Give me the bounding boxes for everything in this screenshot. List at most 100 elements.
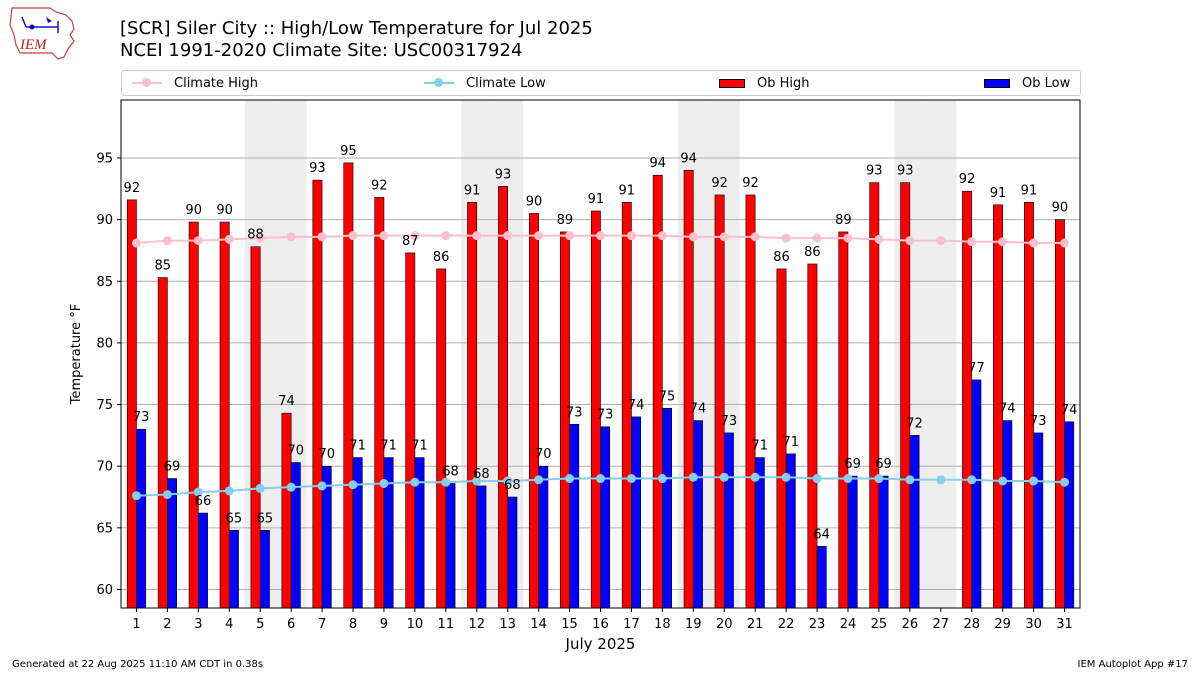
ob-low-bar-3	[198, 512, 208, 609]
ob-low-bar-18	[662, 407, 672, 609]
x-tick-label-14: 14	[530, 617, 547, 632]
ob-low-label-14: 70	[535, 447, 552, 462]
ob-low-bar-28	[971, 379, 982, 609]
legend-ob-high-label: Ob High	[757, 75, 810, 91]
climate-low-point-5	[255, 483, 265, 493]
ob-high-label-6: 74	[278, 394, 295, 409]
climate-low-point-19	[688, 472, 698, 482]
ob-low-bar-16	[600, 426, 611, 609]
legend: Climate High Climate Low Ob High Ob Low	[121, 70, 1081, 96]
x-tick-label-8: 8	[349, 617, 357, 632]
ob-low-label-15: 73	[566, 405, 583, 420]
climate-low-point-7	[317, 481, 327, 491]
climate-high-point-26	[905, 236, 915, 246]
y-axis-label: Temperature °F	[69, 304, 84, 405]
y-tick-label-85: 85	[96, 275, 113, 290]
x-tick-label-26: 26	[902, 617, 919, 632]
ob-low-bar-23	[816, 546, 827, 609]
climate-low-point-29	[998, 476, 1008, 486]
ob-high-label-19: 94	[680, 151, 697, 166]
ob-low-bar-30	[1033, 432, 1044, 609]
ob-high-label-26: 93	[897, 164, 914, 179]
x-tick-label-30: 30	[1025, 617, 1042, 632]
climate-lines	[131, 231, 1070, 501]
climate-low-point-14	[534, 475, 544, 485]
ob-low-bar-25	[878, 475, 889, 609]
climate-low-point-22	[781, 472, 791, 482]
climate-high-point-15	[565, 231, 575, 241]
climate-low-point-15	[565, 474, 575, 484]
ob-high-bar-3	[188, 221, 199, 609]
climate-high-point-29	[998, 237, 1008, 247]
ob-high-bar-25	[869, 182, 880, 609]
climate-low-point-16	[596, 474, 605, 484]
ob-high-label-10: 87	[402, 234, 419, 249]
climate-high-point-27	[936, 236, 946, 246]
ob-high-label-16: 91	[588, 192, 605, 207]
ob-low-bar-26	[909, 435, 920, 609]
climate-high-point-28	[967, 237, 977, 247]
ob-high-label-7: 93	[309, 161, 326, 176]
climate-high-point-9	[379, 231, 389, 241]
x-tick-label-28: 28	[963, 617, 980, 632]
ob-low-label-11: 68	[442, 464, 459, 479]
ob-low-label-9: 71	[380, 439, 397, 454]
ob-high-bar-12	[467, 202, 478, 609]
ob-high-bar-7	[312, 179, 323, 609]
ob-high-label-9: 92	[371, 178, 388, 193]
iem-logo-text: IEM	[19, 37, 48, 53]
ob-low-bar-13	[507, 496, 518, 609]
chart-title: [SCR] Siler City :: High/Low Temperature…	[120, 18, 593, 39]
ob-high-label-1: 92	[124, 181, 141, 196]
ob-high-bar-30	[1024, 202, 1034, 609]
y-tick-label-60: 60	[96, 583, 113, 598]
ob-high-label-25: 93	[866, 164, 883, 179]
legend-climate-high: Climate High	[132, 71, 258, 95]
ob-low-bar-24	[847, 475, 858, 609]
ob-high-bar-11	[436, 268, 447, 609]
x-tick-label-15: 15	[561, 617, 578, 632]
weekend-shading	[244, 100, 957, 608]
legend-climate-low-label: Climate Low	[466, 75, 546, 91]
legend-climate-high-swatch	[132, 78, 162, 87]
x-tick-label-23: 23	[809, 617, 826, 632]
climate-low-point-1	[131, 491, 141, 501]
ob-high-bar-28	[962, 190, 973, 609]
climate-high-point-24	[843, 233, 853, 243]
climate-low-point-24	[843, 474, 853, 484]
ob-low-label-28: 77	[968, 361, 985, 376]
climate-low-point-2	[162, 490, 172, 500]
ob-low-label-21: 71	[752, 439, 769, 454]
ob-high-bar-2	[157, 277, 168, 609]
x-axis-label: July 2025	[565, 635, 636, 653]
ob-low-label-26: 72	[906, 416, 923, 431]
ob-low-bar-1	[136, 428, 147, 609]
climate-low-point-13	[503, 476, 513, 486]
x-tick-label-29: 29	[994, 617, 1011, 632]
climate-high-point-31	[1060, 238, 1070, 248]
climate-low-point-31	[1060, 477, 1070, 487]
x-tick-label-5: 5	[256, 617, 264, 632]
climate-low-point-9	[379, 478, 389, 488]
x-tick-label-6: 6	[287, 617, 295, 632]
climate-high-point-30	[1029, 238, 1039, 248]
ob-high-bar-5	[250, 246, 261, 609]
ob-low-bar-12	[476, 485, 487, 609]
x-tick-label-31: 31	[1056, 617, 1073, 632]
x-tick-label-10: 10	[407, 617, 424, 632]
ob-low-bar-20	[723, 432, 734, 609]
climate-low-point-12	[472, 476, 482, 486]
ob-low-bar-11	[445, 483, 456, 609]
ob-high-label-13: 93	[495, 167, 512, 182]
legend-ob-low: Ob Low	[984, 71, 1070, 95]
ob-low-label-20: 73	[721, 414, 738, 429]
climate-low-point-20	[719, 472, 729, 482]
ob-low-label-5: 65	[257, 511, 274, 526]
footer-app: IEM Autoplot App #17	[1077, 659, 1188, 670]
ob-high-label-30: 91	[1021, 183, 1038, 198]
climate-high-point-7	[317, 232, 327, 242]
climate-low-point-17	[626, 474, 636, 484]
weekend-shade-27	[925, 100, 957, 608]
x-tick-label-1: 1	[132, 617, 140, 632]
ob-low-bar-14	[538, 465, 549, 609]
